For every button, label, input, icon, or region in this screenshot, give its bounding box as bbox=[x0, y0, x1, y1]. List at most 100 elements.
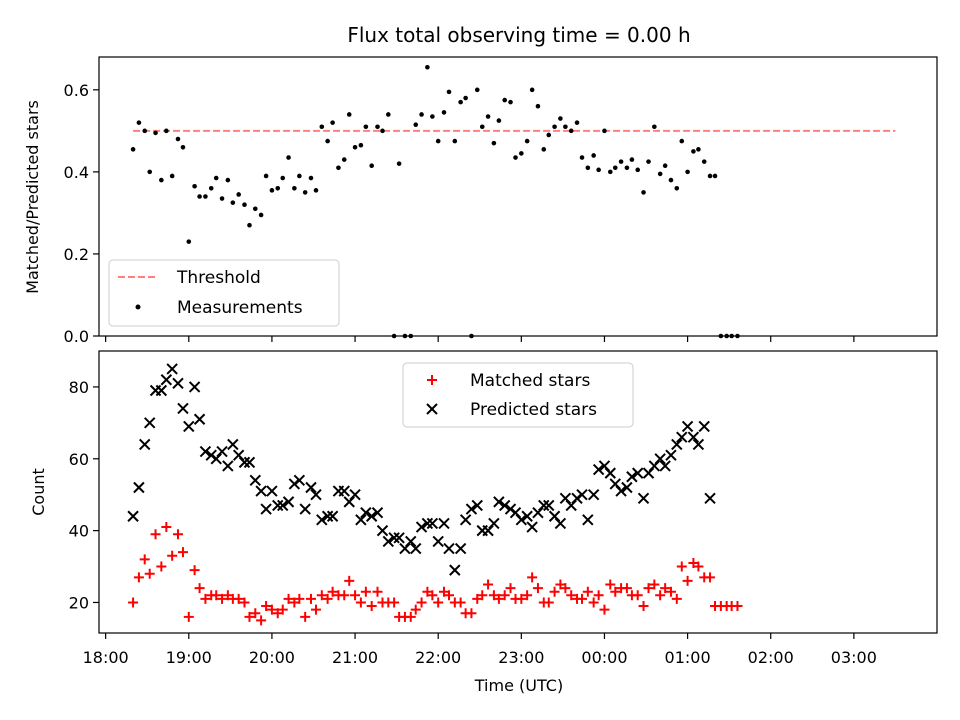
predicted-star-marker bbox=[227, 438, 239, 451]
predicted-star-marker bbox=[443, 542, 455, 555]
measurement-point bbox=[546, 132, 552, 138]
predicted-star-marker bbox=[393, 532, 405, 544]
predicted-star-marker bbox=[255, 485, 267, 497]
measurement-point bbox=[674, 185, 680, 191]
measurement-point bbox=[435, 138, 441, 144]
predicted-star-marker bbox=[199, 445, 212, 458]
measurement-point bbox=[524, 138, 530, 144]
predicted-star-marker bbox=[365, 510, 378, 522]
predicted-star-marker bbox=[465, 503, 478, 515]
predicted-star-marker bbox=[376, 524, 389, 537]
measurement-point bbox=[541, 147, 547, 152]
measurement-point bbox=[302, 190, 308, 195]
measurement-point bbox=[668, 177, 674, 183]
matched-star-marker bbox=[483, 579, 494, 590]
count-y-tick-label: 20 bbox=[69, 593, 89, 612]
measurement-point bbox=[552, 124, 557, 130]
count-x-tick-label: 19:00 bbox=[166, 648, 212, 667]
matched-star-marker bbox=[389, 597, 400, 608]
legend-threshold-label: Threshold bbox=[176, 268, 261, 288]
measurement-point bbox=[519, 151, 524, 156]
measurement-point bbox=[363, 124, 369, 130]
measurement-point bbox=[219, 196, 225, 201]
ratio-y-axis-label: Matched/Predicted stars bbox=[23, 100, 42, 294]
predicted-star-marker bbox=[543, 499, 555, 512]
measurement-point bbox=[641, 190, 646, 195]
measurement-point bbox=[558, 116, 563, 121]
predicted-star-marker bbox=[382, 535, 395, 548]
measurement-point bbox=[280, 175, 286, 181]
measurement-point bbox=[208, 185, 214, 191]
measurement-point bbox=[474, 87, 480, 93]
matched-star-marker bbox=[261, 601, 272, 612]
measurement-point bbox=[153, 130, 158, 136]
predicted-star-marker bbox=[592, 463, 605, 476]
measurement-point bbox=[386, 112, 391, 117]
predicted-star-marker bbox=[316, 514, 328, 526]
matched-star-marker bbox=[505, 583, 516, 594]
measurement-point bbox=[136, 120, 142, 125]
measurement-point bbox=[269, 188, 275, 193]
predicted-star-marker bbox=[449, 564, 461, 576]
matched-star-marker bbox=[543, 597, 554, 608]
measurement-point bbox=[247, 222, 252, 228]
matched-star-marker bbox=[455, 597, 466, 608]
measurement-point bbox=[192, 183, 197, 189]
matched-star-marker bbox=[139, 554, 150, 565]
matched-star-marker bbox=[211, 590, 222, 601]
measurement-point bbox=[596, 167, 601, 173]
matched-star-marker bbox=[638, 601, 649, 612]
predicted-star-marker bbox=[498, 499, 511, 512]
measurement-point bbox=[508, 99, 513, 105]
matched-star-marker bbox=[643, 583, 654, 594]
matched-star-marker bbox=[416, 597, 427, 608]
predicted-star-marker bbox=[338, 485, 350, 497]
legend-matched-swatch bbox=[427, 375, 437, 385]
matched-star-marker bbox=[599, 604, 610, 615]
predicted-star-marker bbox=[155, 384, 168, 397]
measurement-point bbox=[618, 159, 624, 164]
measurement-point bbox=[479, 124, 485, 130]
measurement-point bbox=[485, 114, 491, 119]
count-x-tick-label: 01:00 bbox=[665, 648, 711, 667]
matched-star-marker bbox=[300, 611, 311, 622]
predicted-star-marker bbox=[299, 503, 311, 515]
predicted-star-marker bbox=[238, 456, 251, 469]
ratio-y-ticks: 0.0 0.2 0.4 0.6 bbox=[64, 81, 99, 346]
matched-star-marker bbox=[156, 561, 167, 572]
matched-star-marker bbox=[250, 608, 261, 619]
matched-star-marker bbox=[499, 590, 510, 601]
predicted-star-marker bbox=[243, 456, 256, 469]
count-panel: 20 40 60 80 18:00 19:00 20:00 21:00 22:00 23:00 0… bbox=[29, 350, 938, 695]
matched-star-marker bbox=[360, 586, 371, 597]
measurement-point bbox=[159, 177, 164, 183]
measurement-point bbox=[496, 118, 502, 123]
measurement-point bbox=[579, 155, 585, 160]
measurement-point bbox=[225, 177, 231, 183]
predicted-star-marker bbox=[310, 488, 322, 501]
legend-matched-label: Matched stars bbox=[470, 371, 590, 391]
predicted-star-marker bbox=[604, 467, 616, 479]
measurement-point bbox=[242, 202, 247, 208]
matched-star-marker bbox=[322, 593, 333, 604]
matched-star-marker bbox=[527, 572, 538, 583]
measurement-point bbox=[612, 165, 618, 171]
predicted-star-marker bbox=[576, 488, 588, 501]
measurement-point bbox=[563, 124, 568, 130]
measurement-point bbox=[286, 155, 291, 160]
matched-star-marker bbox=[649, 579, 660, 590]
measurement-point bbox=[325, 138, 330, 144]
predicted-star-marker bbox=[133, 481, 145, 494]
measurement-point bbox=[380, 128, 385, 134]
predicted-star-marker bbox=[471, 499, 483, 512]
matched-star-marker bbox=[682, 575, 693, 586]
ratio-y-tick-label: 0.4 bbox=[64, 163, 89, 182]
measurement-point bbox=[513, 155, 518, 160]
matched-star-marker bbox=[183, 611, 194, 622]
measurement-point bbox=[213, 175, 219, 181]
measurement-point bbox=[252, 206, 258, 212]
measurement-point bbox=[263, 173, 269, 179]
predicted-star-marker bbox=[139, 438, 151, 451]
measurement-point bbox=[297, 173, 302, 179]
